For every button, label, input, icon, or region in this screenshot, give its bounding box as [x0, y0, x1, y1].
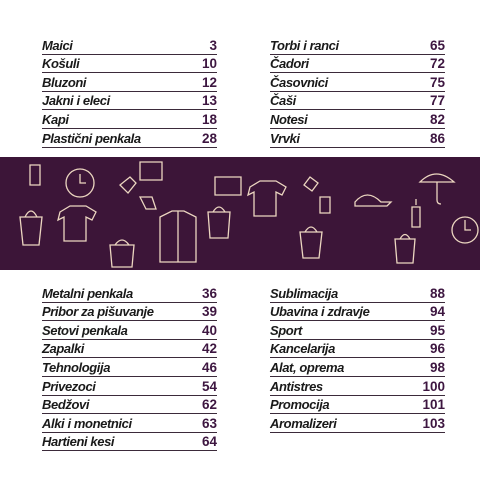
- entry-label: Bedžovi: [42, 397, 90, 413]
- page-number: 75: [429, 74, 445, 90]
- page-number: 12: [201, 74, 217, 90]
- entry-label: Ubavina i zdravje: [270, 304, 370, 320]
- toc-entry: Kancelarija 96: [270, 340, 445, 359]
- page-number: 18: [201, 111, 217, 127]
- toc-entry: Sport 95: [270, 321, 445, 340]
- page-number: 77: [429, 93, 445, 109]
- toc-entry: Zapalki 42: [42, 340, 217, 359]
- entry-label: Alat, oprema: [270, 359, 344, 375]
- toc-entry: Setovi penkala 40: [42, 321, 217, 340]
- page-number: 96: [429, 341, 445, 357]
- page-number: 88: [429, 285, 445, 301]
- toc-column: Maici 3 Košuli 10 Bluzoni 12 Jakni i eleci 13 Ka…: [42, 36, 217, 148]
- page-number: 94: [429, 304, 445, 320]
- toc-entry: Metalni penkala 36: [42, 284, 217, 303]
- toc-entry: Privezoci 54: [42, 377, 217, 396]
- toc-column: Torbi i ranci 65 Čadori 72 Časovnici 75 Čaši 77…: [270, 36, 445, 148]
- entry-label: Antistres: [270, 378, 323, 394]
- entry-label: Torbi i ranci: [270, 37, 339, 53]
- toc-entry: Sublimacija 88: [270, 284, 445, 303]
- toc-entry: Plastični penkala 28: [42, 129, 217, 148]
- entry-label: Sport: [270, 322, 302, 338]
- page-number: 65: [429, 37, 445, 53]
- entry-label: Pribor za pišuvanje: [42, 304, 154, 320]
- entry-label: Kapi: [42, 111, 69, 127]
- page-number: 95: [429, 322, 445, 338]
- page-number: 82: [429, 111, 445, 127]
- page-number: 39: [201, 304, 217, 320]
- page-number: 13: [201, 93, 217, 109]
- entry-label: Vrvki: [270, 130, 300, 146]
- toc-entry: Aromalizeri 103: [270, 414, 445, 433]
- entry-label: Zapalki: [42, 341, 84, 357]
- entry-label: Metalni penkala: [42, 285, 133, 301]
- toc-entry: Torbi i ranci 65: [270, 36, 445, 55]
- entry-label: Plastični penkala: [42, 130, 141, 146]
- page-number: 72: [429, 56, 445, 72]
- toc-column: Metalni penkala 36 Pribor za pišuvanje 39 Se…: [42, 284, 217, 452]
- entry-label: Notesi: [270, 111, 308, 127]
- toc-entry: Hartieni kesi 64: [42, 433, 217, 452]
- entry-label: Sublimacija: [270, 285, 338, 301]
- toc-entry: Vrvki 86: [270, 129, 445, 148]
- page-number: 10: [201, 56, 217, 72]
- page-number: 42: [201, 341, 217, 357]
- entry-label: Čaši: [270, 93, 296, 109]
- page-number: 86: [429, 130, 445, 146]
- page-number: 64: [201, 434, 217, 450]
- toc-entry: Jakni i eleci 13: [42, 92, 217, 111]
- toc-entry: Košuli 10: [42, 55, 217, 74]
- page-number: 40: [201, 322, 217, 338]
- page-number: 103: [422, 415, 445, 431]
- entry-label: Setovi penkala: [42, 322, 128, 338]
- page-number: 101: [422, 397, 445, 413]
- toc-entry: Čadori 72: [270, 55, 445, 74]
- page-number: 3: [209, 37, 217, 53]
- toc-entry: Antistres 100: [270, 377, 445, 396]
- entry-label: Jakni i eleci: [42, 93, 110, 109]
- entry-label: Čadori: [270, 56, 309, 72]
- entry-label: Tehnologija: [42, 359, 111, 375]
- entry-label: Kancelarija: [270, 341, 335, 357]
- toc-entry: Alki i monetnici 63: [42, 414, 217, 433]
- toc-entry: Bluzoni 12: [42, 73, 217, 92]
- pattern-band: [0, 157, 480, 270]
- toc-entry: Maici 3: [42, 36, 217, 55]
- page-number: 36: [201, 285, 217, 301]
- entry-label: Časovnici: [270, 74, 328, 90]
- page-number: 63: [201, 415, 217, 431]
- entry-label: Alki i monetnici: [42, 415, 132, 431]
- entry-label: Bluzoni: [42, 74, 87, 90]
- page-number: 54: [201, 378, 217, 394]
- toc-entry: Pribor za pišuvanje 39: [42, 303, 217, 322]
- page-number: 28: [201, 130, 217, 146]
- entry-label: Hartieni kesi: [42, 434, 115, 450]
- entry-label: Košuli: [42, 56, 80, 72]
- toc-entry: Časovnici 75: [270, 73, 445, 92]
- toc-entry: Tehnologija 46: [42, 358, 217, 377]
- toc-entry: Bedžovi 62: [42, 396, 217, 415]
- toc-entry: Kapi 18: [42, 110, 217, 129]
- page-number: 46: [201, 359, 217, 375]
- toc-column: Sublimacija 88 Ubavina i zdravje 94 Sport 95 K…: [270, 284, 445, 433]
- page-number: 62: [201, 397, 217, 413]
- entry-label: Aromalizeri: [270, 415, 337, 431]
- toc-entry: Čaši 77: [270, 92, 445, 111]
- entry-label: Promocija: [270, 397, 330, 413]
- entry-label: Privezoci: [42, 378, 96, 394]
- entry-label: Maici: [42, 37, 73, 53]
- page-number: 98: [429, 359, 445, 375]
- toc-entry: Alat, oprema 98: [270, 358, 445, 377]
- toc-entry: Ubavina i zdravje 94: [270, 303, 445, 322]
- toc-entry: Notesi 82: [270, 110, 445, 129]
- page-number: 100: [422, 378, 445, 394]
- toc-entry: Promocija 101: [270, 396, 445, 415]
